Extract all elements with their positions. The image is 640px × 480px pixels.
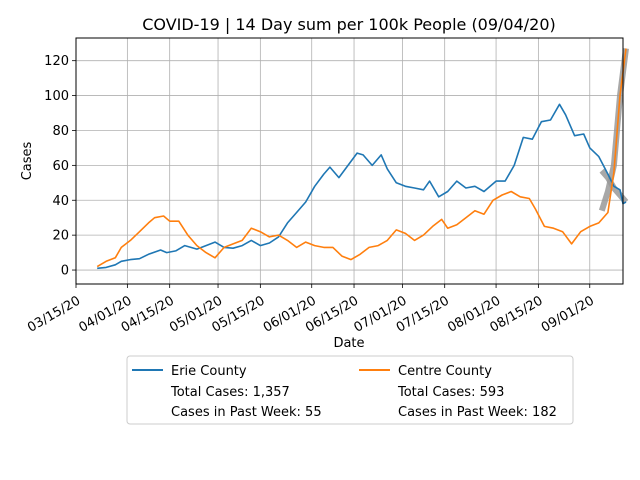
y-tick-label: 100 <box>44 89 69 104</box>
y-tick-label: 20 <box>52 229 69 244</box>
y-tick-label: 60 <box>52 159 69 174</box>
grid-lines <box>75 38 623 284</box>
legend-erie-total: Total Cases: 1,357 <box>170 385 290 400</box>
y-tick-label: 40 <box>52 194 69 209</box>
x-axis-label: Date <box>333 336 364 351</box>
legend-centre-total: Total Cases: 593 <box>397 385 504 400</box>
y-axis-label: Cases <box>20 141 35 180</box>
series-lines <box>96 48 627 270</box>
legend-label-centre: Centre County <box>398 364 492 379</box>
plot-frame <box>75 37 624 285</box>
y-tick-label: 120 <box>44 54 69 69</box>
series-line-centre-county <box>96 48 627 268</box>
x-tick-label: 09/01/20 <box>539 293 597 335</box>
legend-label-erie: Erie County <box>171 364 247 379</box>
legend-centre-week: Cases in Past Week: 182 <box>398 405 557 420</box>
y-tick-label: 80 <box>52 124 69 139</box>
x-tick-label: 03/15/20 <box>25 293 83 335</box>
chart-title: COVID-19 | 14 Day sum per 100k People (0… <box>142 15 556 34</box>
legend: Erie County Total Cases: 1,357 Cases in … <box>126 355 574 425</box>
legend-box <box>126 355 574 425</box>
legend-erie-week: Cases in Past Week: 55 <box>171 405 322 420</box>
y-tick-label: 0 <box>61 264 69 279</box>
series-line-erie-county <box>97 103 627 270</box>
axis-ticks: 03/15/2004/01/2004/15/2005/01/2005/15/20… <box>25 54 597 335</box>
